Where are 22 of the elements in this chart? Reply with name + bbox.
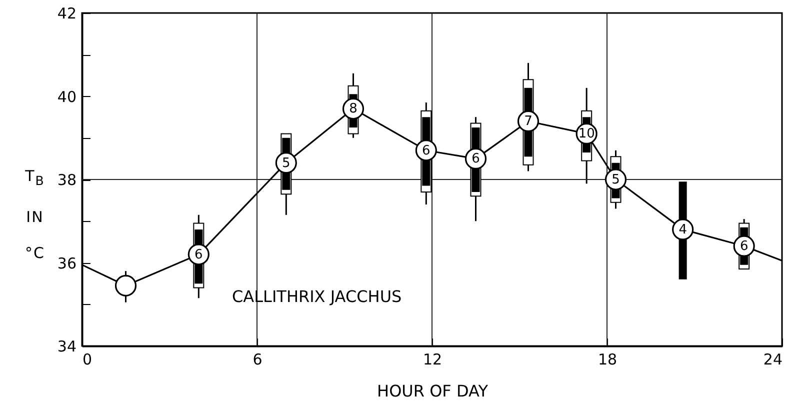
annotation: 6 <box>740 239 748 254</box>
annotation: 7 <box>524 114 532 130</box>
y-tick-label: 40 <box>57 88 76 106</box>
x-axis-title: HOUR OF DAY <box>377 382 488 400</box>
x-tick-label: 0 <box>82 350 92 368</box>
annotation: 5 <box>282 156 290 171</box>
y-tick-label: 34 <box>57 338 76 356</box>
x-tick-label: 18 <box>598 350 618 368</box>
x-tick-label: 12 <box>422 350 442 368</box>
annotation: 5 <box>612 172 620 188</box>
annotation: 4 <box>678 222 687 238</box>
annotation: 10 <box>578 126 595 142</box>
y-tick-label: 42 <box>57 4 76 22</box>
text: T$_{B}$ IN °C <box>25 167 45 262</box>
x-tick-label: 24 <box>763 350 782 368</box>
y-tick-label: 36 <box>57 254 76 272</box>
annotation: 8 <box>349 102 358 117</box>
annotation: 6 <box>422 143 430 158</box>
x-tick-label: 6 <box>252 350 262 368</box>
y-tick-label: 38 <box>57 171 76 189</box>
annotation: 6 <box>194 247 203 262</box>
annotation: 6 <box>472 152 480 167</box>
